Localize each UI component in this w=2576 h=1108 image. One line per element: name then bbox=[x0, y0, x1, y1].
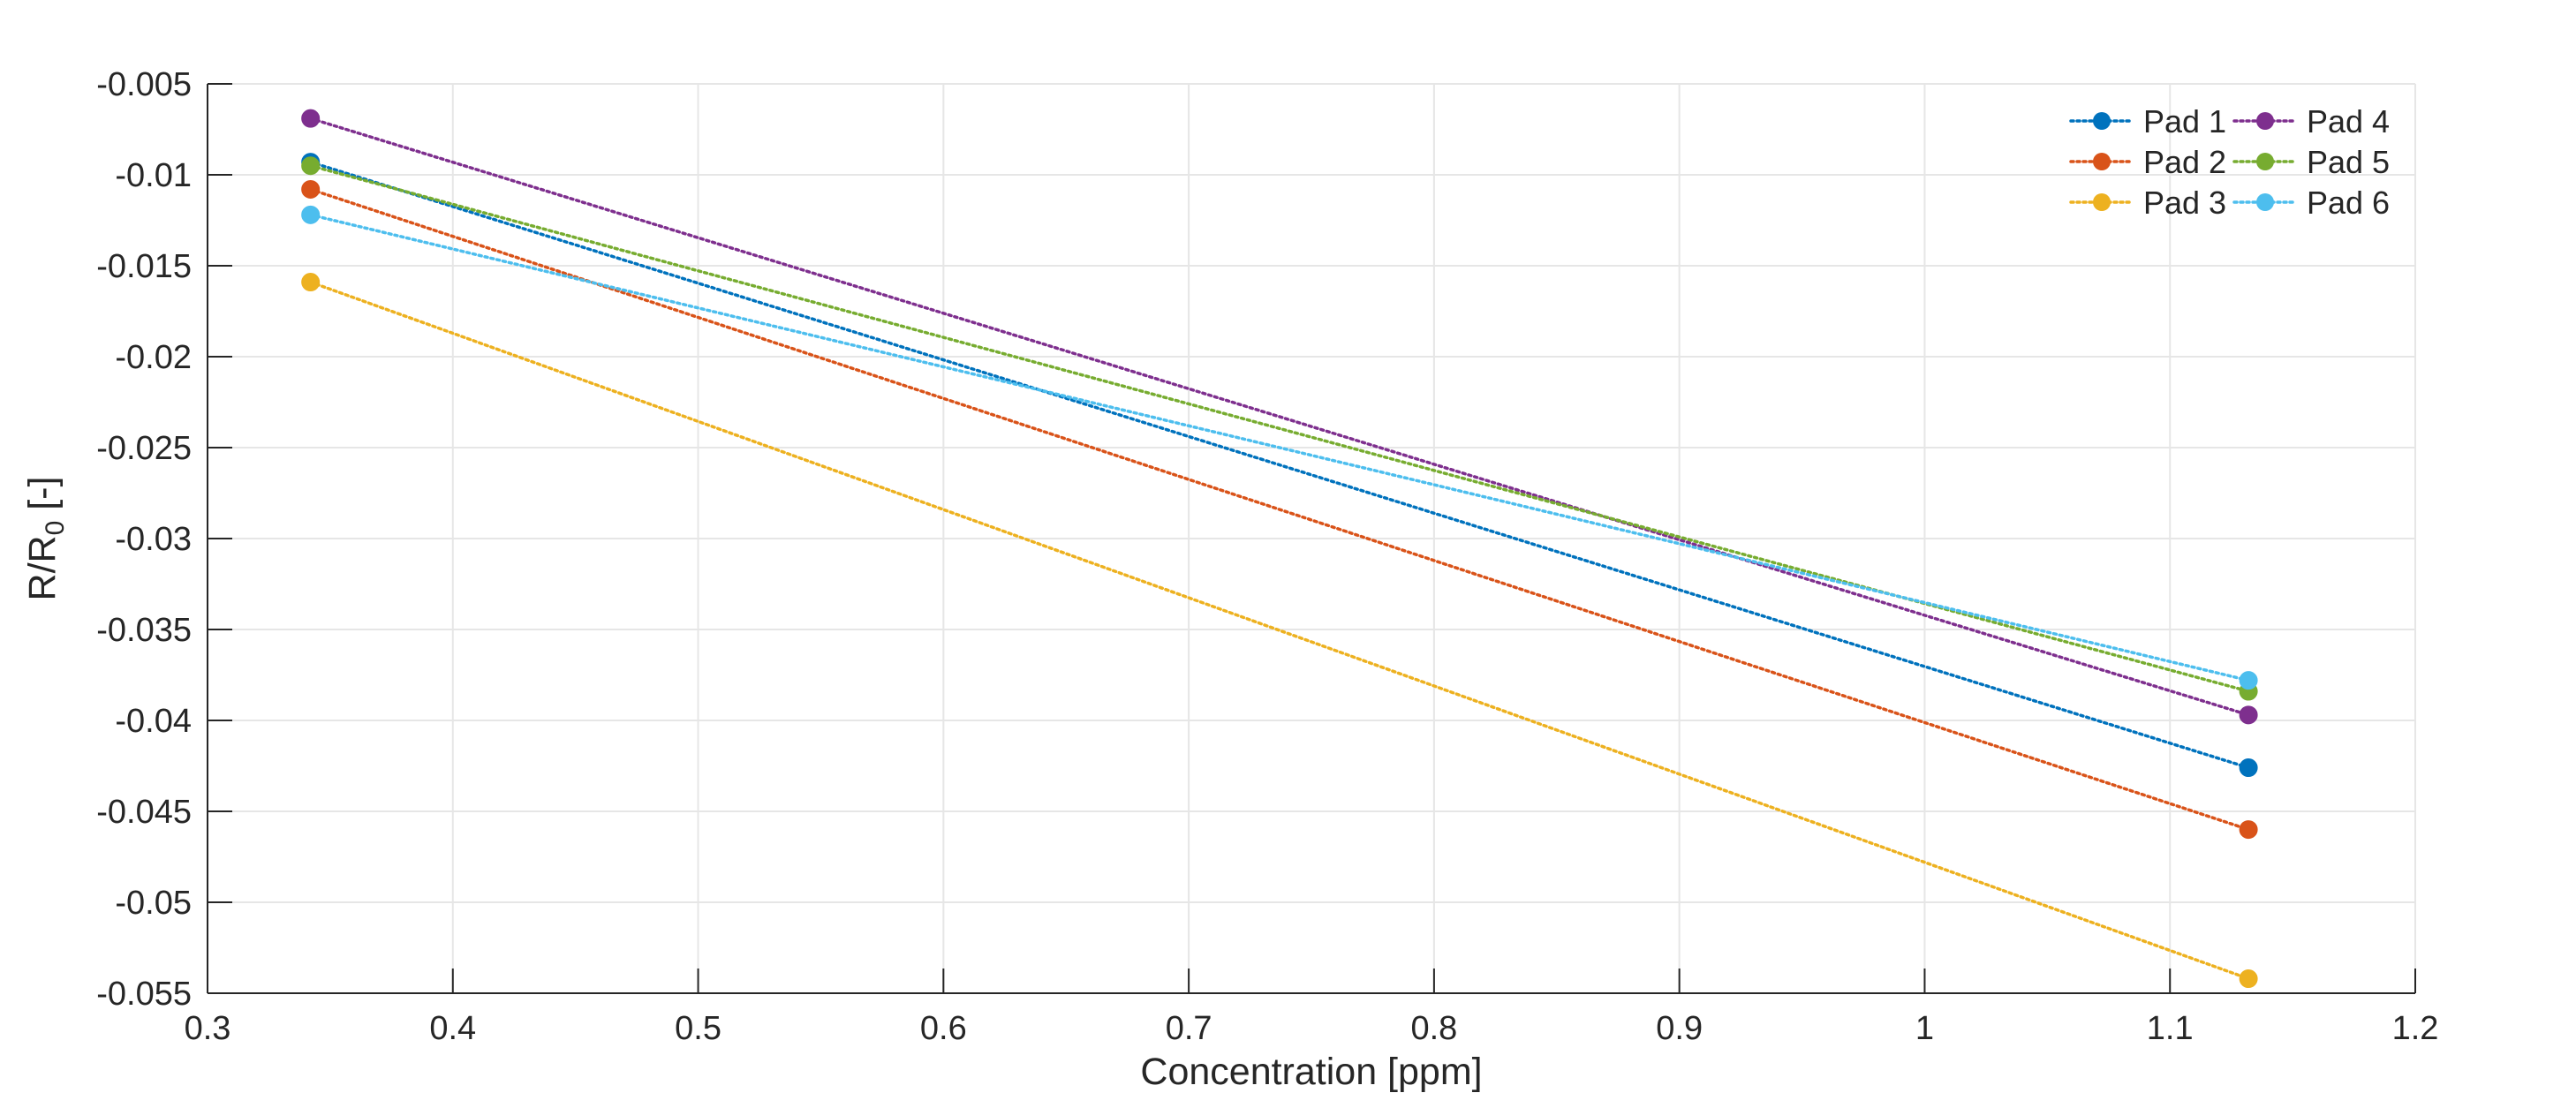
legend-marker bbox=[2256, 153, 2274, 170]
series-3 bbox=[301, 273, 2258, 989]
legend-marker bbox=[2256, 112, 2274, 130]
legend-marker bbox=[2093, 153, 2111, 170]
series-line bbox=[308, 187, 2250, 832]
legend-label: Pad 3 bbox=[2143, 185, 2226, 221]
data-point bbox=[301, 109, 321, 128]
y-tick-label: -0.015 bbox=[96, 248, 192, 285]
x-tick-label: 0.9 bbox=[1656, 1010, 1703, 1047]
legend-label: Pad 4 bbox=[2307, 103, 2390, 139]
legend-item: Pad 5 bbox=[2232, 144, 2390, 180]
data-point bbox=[2239, 969, 2258, 989]
x-axis-label: Concentration [ppm] bbox=[1140, 1051, 1482, 1093]
series-4 bbox=[301, 109, 2258, 725]
legend-item: Pad 4 bbox=[2232, 103, 2390, 139]
y-axis-label-subscript: 0 bbox=[41, 521, 70, 536]
y-tick-label: -0.03 bbox=[115, 521, 192, 558]
series-2 bbox=[301, 179, 2258, 840]
legend-label: Pad 1 bbox=[2143, 103, 2226, 139]
legend-label: Pad 6 bbox=[2307, 185, 2390, 221]
x-tick-label: 1.1 bbox=[2147, 1010, 2194, 1047]
x-tick-label: 0.3 bbox=[185, 1010, 231, 1047]
legend-item: Pad 3 bbox=[2069, 185, 2226, 221]
y-tick-label: -0.01 bbox=[115, 157, 192, 194]
legend: Pad 1 Pad 2 Pad 3 Pad 4 Pad 5 Pad 6 bbox=[2069, 103, 2390, 221]
y-tick-label: -0.05 bbox=[115, 885, 192, 922]
series-line bbox=[308, 213, 2250, 682]
series-line bbox=[308, 117, 2250, 717]
y-axis-label-main: R/R bbox=[21, 535, 64, 600]
y-tick-label: -0.055 bbox=[96, 976, 192, 1013]
y-tick-label: -0.04 bbox=[115, 703, 192, 740]
data-point bbox=[301, 156, 321, 176]
data-point bbox=[301, 205, 321, 224]
legend-marker bbox=[2256, 193, 2274, 211]
y-axis-label-suffix: [-] bbox=[21, 477, 64, 521]
data-point bbox=[2239, 758, 2258, 778]
y-tick-label: -0.045 bbox=[96, 794, 192, 831]
legend-item: Pad 1 bbox=[2069, 103, 2226, 139]
series-group bbox=[301, 109, 2258, 989]
x-tick-label: 1.2 bbox=[2392, 1010, 2439, 1047]
y-tick-label: -0.025 bbox=[96, 430, 192, 467]
legend-marker bbox=[2093, 193, 2111, 211]
x-tick-label: 0.7 bbox=[1166, 1010, 1212, 1047]
series-line bbox=[308, 160, 2250, 770]
y-axis-label: R/R0 [-] bbox=[21, 477, 70, 601]
series-line bbox=[308, 163, 2250, 693]
x-tick-label: 1 bbox=[1915, 1010, 1934, 1047]
x-tick-label: 0.6 bbox=[920, 1010, 967, 1047]
legend-label: Pad 2 bbox=[2143, 144, 2226, 180]
axes: 0.3 0.4 0.5 0.6 0.7 0.8 0.9 1 1.1 1.2 -0.055 -0.05 -… bbox=[96, 66, 2438, 1047]
x-tick-label: 0.5 bbox=[675, 1010, 721, 1047]
series-line bbox=[308, 280, 2250, 981]
legend-item: Pad 6 bbox=[2232, 185, 2390, 221]
data-point bbox=[2239, 671, 2258, 690]
series-6 bbox=[301, 205, 2258, 690]
data-point bbox=[2239, 705, 2258, 725]
data-point bbox=[2239, 820, 2258, 840]
x-tick-label: 0.4 bbox=[429, 1010, 476, 1047]
y-tick-label: -0.005 bbox=[96, 66, 192, 103]
x-tick-label: 0.8 bbox=[1410, 1010, 1457, 1047]
y-tick-label: -0.035 bbox=[96, 612, 192, 649]
data-point bbox=[301, 273, 321, 292]
legend-marker bbox=[2093, 112, 2111, 130]
y-tick-label: -0.02 bbox=[115, 339, 192, 376]
legend-label: Pad 5 bbox=[2307, 144, 2390, 180]
legend-item: Pad 2 bbox=[2069, 144, 2226, 180]
data-point bbox=[301, 179, 321, 199]
